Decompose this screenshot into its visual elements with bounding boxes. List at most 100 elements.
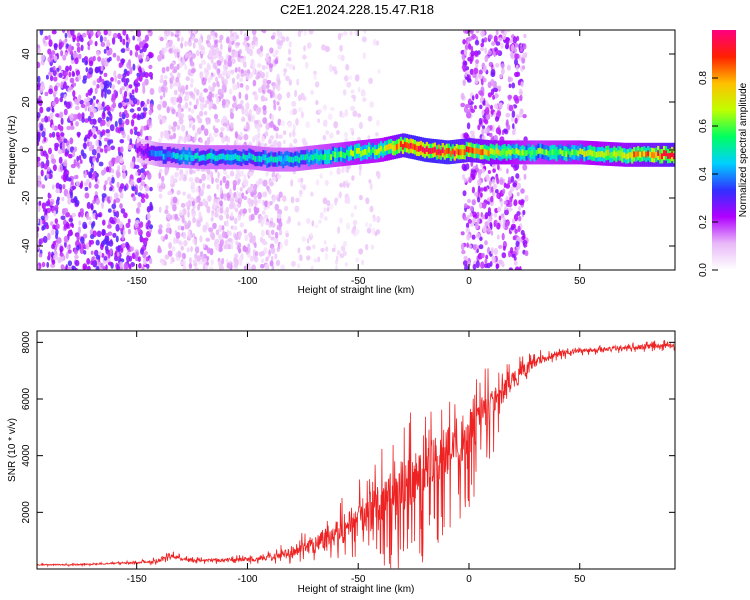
heatmap-cell bbox=[37, 175, 42, 182]
heatmap-cell bbox=[270, 229, 275, 235]
snr-y-axis-label: SNR (10 * v/v) bbox=[7, 418, 18, 482]
heatmap-cell bbox=[471, 186, 475, 194]
heatmap-cell bbox=[185, 84, 189, 91]
heatmap-cell bbox=[212, 35, 216, 42]
heatmap-cell bbox=[187, 68, 192, 76]
heatmap-cell bbox=[361, 36, 367, 43]
heatmap-cell bbox=[264, 200, 269, 208]
heatmap-cell bbox=[157, 248, 162, 254]
heatmap-cell bbox=[523, 33, 527, 39]
heatmap-cell bbox=[477, 185, 481, 193]
heatmap-cell bbox=[469, 212, 473, 217]
heatmap-cell bbox=[340, 151, 343, 158]
heatmap-cell bbox=[95, 198, 100, 205]
heatmap-cell bbox=[74, 57, 79, 65]
heatmap-cell bbox=[183, 137, 187, 144]
heatmap-cell bbox=[172, 121, 178, 127]
heatmap-cell bbox=[591, 150, 594, 157]
heatmap-cell bbox=[475, 232, 481, 239]
heatmap-cell bbox=[46, 166, 51, 172]
heatmap-cell bbox=[292, 157, 295, 163]
heatmap-cell bbox=[344, 138, 349, 143]
heatmap-cell bbox=[42, 235, 48, 244]
heatmap-cell bbox=[254, 93, 259, 101]
heatmap-cell bbox=[54, 218, 58, 225]
heatmap-cell bbox=[368, 223, 373, 230]
heatmap-cell bbox=[68, 71, 72, 78]
heatmap-cell bbox=[483, 77, 487, 83]
heatmap-cell bbox=[70, 50, 73, 56]
heatmap-cell bbox=[159, 168, 163, 174]
heatmap-cell bbox=[298, 157, 301, 163]
heatmap-cell bbox=[134, 85, 139, 94]
heatmap-cell bbox=[208, 152, 211, 159]
heatmap-cell bbox=[148, 64, 153, 70]
heatmap-cell bbox=[165, 30, 170, 37]
heatmap-cell bbox=[160, 86, 166, 93]
heatmap-cell bbox=[59, 96, 63, 103]
heatmap-cell bbox=[246, 155, 249, 161]
heatmap-cell bbox=[360, 89, 366, 97]
heatmap-cell bbox=[117, 245, 121, 253]
heatmap-cell bbox=[401, 143, 405, 150]
heatmap-cell bbox=[84, 186, 89, 191]
heatmap-cell bbox=[285, 36, 290, 42]
heatmap-cell bbox=[605, 150, 608, 157]
heatmap-cell bbox=[257, 63, 262, 68]
heatmap-cell bbox=[119, 139, 125, 144]
heatmap-cell bbox=[247, 197, 252, 205]
heatmap-cell bbox=[72, 82, 76, 87]
heatmap-cell bbox=[583, 151, 586, 158]
heatmap-cell bbox=[139, 221, 144, 228]
heatmap-cell bbox=[509, 195, 513, 203]
heatmap-cell bbox=[466, 74, 470, 82]
heatmap-cell bbox=[332, 66, 337, 72]
heatmap-cell bbox=[76, 42, 80, 47]
heatmap-cell bbox=[37, 161, 41, 168]
heatmap-cell bbox=[512, 182, 517, 188]
heatmap-cell bbox=[276, 156, 279, 163]
heatmap-cell bbox=[182, 259, 186, 267]
heatmap-cell bbox=[259, 236, 263, 243]
heatmap-cell bbox=[81, 112, 85, 119]
heatmap-cell bbox=[520, 188, 525, 194]
heatmap-cell bbox=[37, 217, 40, 225]
heatmap-cell bbox=[194, 132, 198, 138]
heatmap-cell bbox=[88, 60, 94, 67]
heatmap-cell bbox=[110, 77, 114, 82]
heatmap-cell bbox=[262, 105, 267, 111]
heatmap-cell bbox=[517, 80, 521, 86]
heatmap-cell bbox=[214, 113, 218, 120]
heatmap-cell bbox=[129, 49, 133, 56]
heatmap-cell bbox=[376, 171, 381, 180]
colorbar: 0.00.20.40.60.8 Normalized spectral ampl… bbox=[698, 30, 749, 277]
chart-title: C2E1.2024.228.15.47.R18 bbox=[280, 2, 434, 17]
heatmap-cell bbox=[125, 222, 131, 229]
heatmap-cell bbox=[119, 35, 123, 43]
heatmap-cell bbox=[265, 71, 269, 79]
heatmap-cell bbox=[74, 254, 79, 260]
heatmap-cell bbox=[91, 149, 97, 156]
heatmap-cell bbox=[465, 146, 468, 152]
heatmap-cell bbox=[334, 152, 337, 158]
heatmap-cell bbox=[314, 224, 319, 229]
heatmap-cell bbox=[508, 176, 511, 182]
heatmap-cell bbox=[41, 184, 46, 189]
heatmap-cell bbox=[285, 62, 290, 68]
heatmap-cell bbox=[498, 37, 503, 42]
heatmap-cell bbox=[472, 217, 477, 224]
heatmap-cell bbox=[164, 86, 168, 93]
heatmap-cell bbox=[237, 242, 242, 249]
heatmap-cell bbox=[486, 262, 491, 269]
heatmap-cell bbox=[219, 88, 225, 94]
heatmap-cell bbox=[125, 41, 129, 48]
heatmap-cell bbox=[337, 54, 342, 60]
heatmap-cell bbox=[351, 94, 356, 99]
heatmap-cell bbox=[103, 184, 107, 192]
heatmap-cell bbox=[266, 79, 272, 85]
heatmap-cell bbox=[89, 30, 94, 37]
heatmap-cell bbox=[63, 224, 67, 230]
heatmap-cell bbox=[91, 144, 95, 149]
heatmap-cell bbox=[310, 191, 314, 197]
heatmap-cell bbox=[84, 170, 87, 178]
